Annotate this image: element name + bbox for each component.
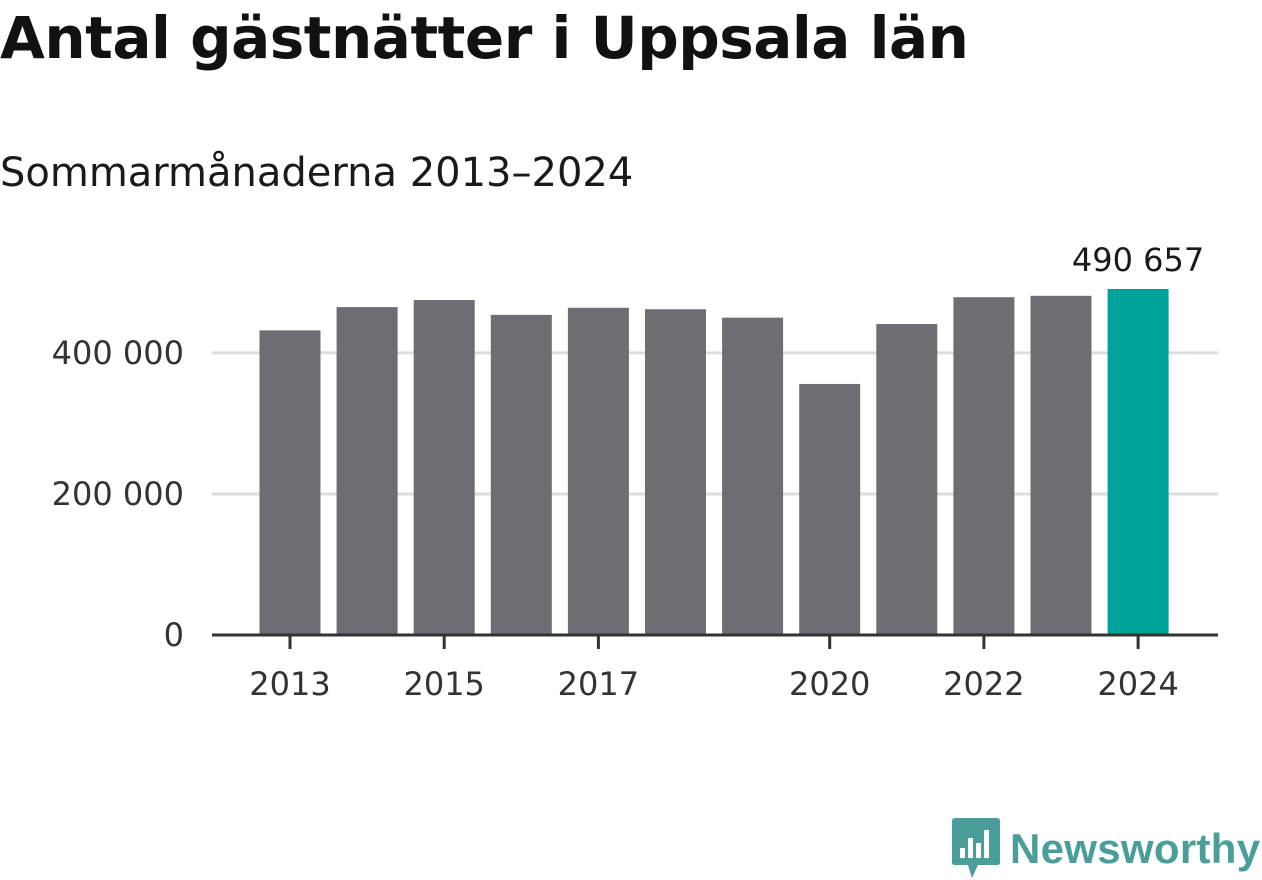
bar-2022 bbox=[953, 297, 1015, 635]
bar-2013 bbox=[259, 330, 321, 635]
x-tick-label: 2017 bbox=[558, 665, 639, 703]
y-tick-label: 0 bbox=[164, 616, 184, 654]
data-label: 490 657 bbox=[1072, 241, 1204, 279]
brand-name: Newsworthy bbox=[1010, 825, 1261, 872]
bar-2021 bbox=[876, 324, 938, 635]
newsworthy-chart-logo-icon bbox=[952, 818, 1000, 878]
x-tick-label: 2024 bbox=[1097, 665, 1178, 703]
bar-2014 bbox=[336, 307, 398, 635]
x-tick-label: 2020 bbox=[789, 665, 870, 703]
y-tick-label: 400 000 bbox=[52, 334, 184, 372]
chart-title: Antal gästnätter i Uppsala län bbox=[0, 4, 969, 72]
bar-2015 bbox=[413, 300, 475, 635]
bar-2019 bbox=[722, 317, 784, 635]
labels: 0 200 000 400 000 2013 2015 2017 2020 2022 2024 4… bbox=[52, 241, 1205, 703]
bars bbox=[259, 289, 1169, 635]
x-tick-label: 2013 bbox=[249, 665, 330, 703]
brand-logo: Newsworthy bbox=[950, 818, 1260, 880]
axes bbox=[212, 633, 1218, 649]
chart-subtitle: Sommarmånaderna 2013–2024 bbox=[0, 150, 634, 196]
bar-2018 bbox=[645, 309, 706, 635]
bar-2017 bbox=[567, 307, 629, 635]
bar-2020 bbox=[799, 383, 861, 635]
x-tick-label: 2022 bbox=[943, 665, 1024, 703]
bar-2024 bbox=[1107, 289, 1169, 635]
bar-2023 bbox=[1030, 295, 1092, 635]
x-tick-label: 2015 bbox=[403, 665, 484, 703]
y-tick-label: 200 000 bbox=[52, 475, 184, 513]
bar-2016 bbox=[490, 314, 552, 635]
